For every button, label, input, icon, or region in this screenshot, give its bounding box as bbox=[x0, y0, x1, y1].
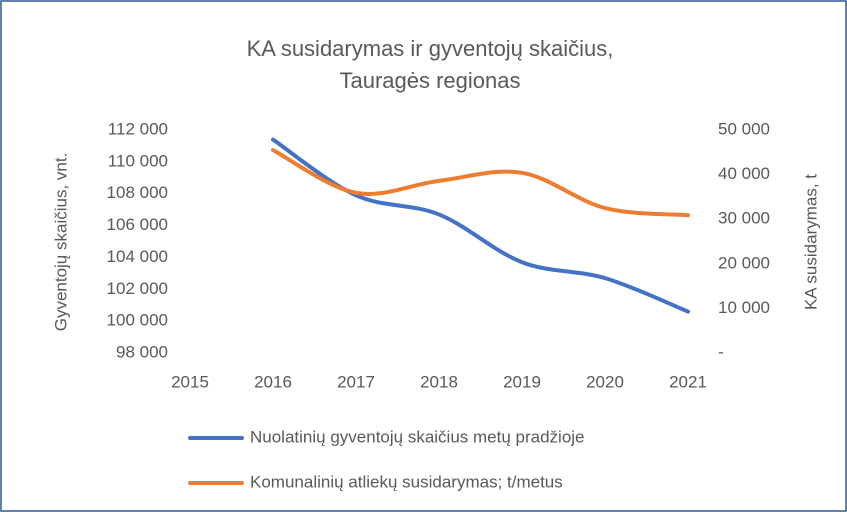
y-tick-label: 106 000 bbox=[107, 215, 168, 234]
x-tick-label: 2020 bbox=[586, 372, 624, 391]
y2-tick-label: 10 000 bbox=[718, 298, 770, 317]
y-axis-label: Gyventojų skaičius, vnt. bbox=[51, 153, 70, 332]
x-tick-label: 2017 bbox=[337, 372, 375, 391]
y-tick-label: 110 000 bbox=[108, 151, 168, 170]
y-tick-label: 112 000 bbox=[108, 119, 168, 138]
y-tick-label: 104 000 bbox=[107, 247, 168, 266]
x-tick-label: 2021 bbox=[669, 372, 707, 391]
chart-title: KA susidarymas ir gyventojų skaičius, bbox=[247, 36, 614, 61]
y-tick-label: 102 000 bbox=[107, 279, 168, 298]
y2-tick-label: - bbox=[718, 342, 724, 361]
x-tick-label: 2018 bbox=[420, 372, 458, 391]
legend-label: Komunalinių atliekų susidarymas; t/metus bbox=[250, 472, 563, 491]
x-tick-label: 2019 bbox=[503, 372, 541, 391]
y-tick-label: 100 000 bbox=[107, 311, 168, 330]
chart-title: Tauragės regionas bbox=[339, 68, 520, 93]
y2-tick-label: 20 000 bbox=[718, 253, 770, 272]
x-tick-label: 2015 bbox=[171, 372, 209, 391]
y2-tick-label: 40 000 bbox=[718, 164, 770, 183]
y2-axis-label: KA susidarymas, t bbox=[801, 174, 820, 310]
y-tick-label: 98 000 bbox=[116, 342, 168, 361]
y-tick-label: 108 000 bbox=[107, 183, 168, 202]
legend-label: Nuolatinių gyventojų skaičius metų pradž… bbox=[250, 427, 585, 446]
y2-tick-label: 30 000 bbox=[718, 209, 770, 228]
line-series bbox=[271, 148, 690, 218]
x-tick-label: 2016 bbox=[254, 372, 292, 391]
y2-tick-label: 50 000 bbox=[718, 119, 770, 138]
